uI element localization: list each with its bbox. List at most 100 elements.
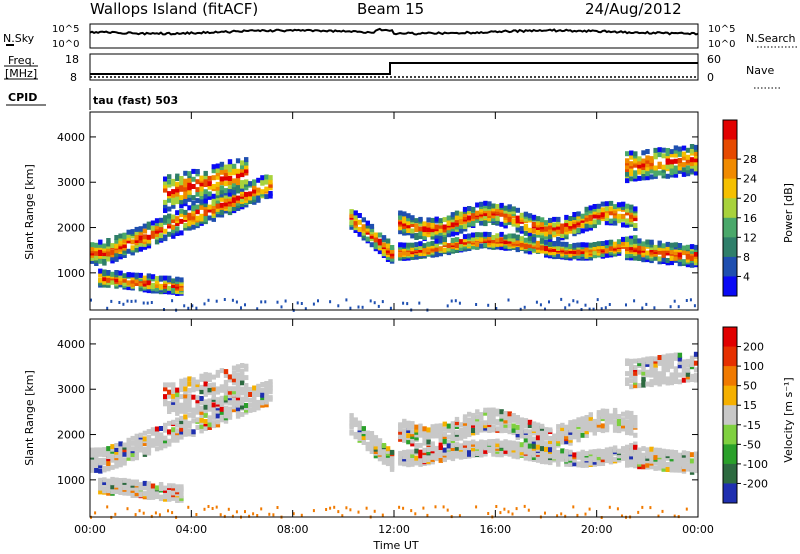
power-cell <box>548 217 553 223</box>
velocity-cell <box>385 446 391 452</box>
velocity-cell <box>268 389 273 395</box>
power-cell <box>235 206 241 211</box>
power-cell <box>163 199 168 205</box>
power-cell <box>203 214 208 220</box>
velocity-cell <box>94 447 99 453</box>
power-cell <box>187 185 192 191</box>
power-cell <box>604 206 610 212</box>
power-cell <box>446 228 452 234</box>
power-cell <box>685 244 691 250</box>
velocity-cell <box>462 440 468 446</box>
power-cell <box>235 198 241 204</box>
velocity-cell <box>410 421 415 427</box>
power-cell <box>171 178 176 184</box>
power-cell <box>163 176 168 182</box>
velocity-cell <box>621 417 626 423</box>
velocity-cell <box>661 376 666 382</box>
power-cell <box>475 232 480 238</box>
power-cell <box>645 155 650 161</box>
velocity-cell <box>110 457 115 463</box>
velocity-cell <box>479 415 484 421</box>
power-cell <box>252 194 257 200</box>
power-cell <box>693 244 699 250</box>
velocity-cell <box>223 387 229 393</box>
power-cell <box>179 277 184 283</box>
power-cell <box>616 202 622 208</box>
power-cell <box>130 233 135 239</box>
power-cell <box>227 201 233 207</box>
velocity-cell <box>572 434 577 440</box>
power-cell <box>633 223 638 228</box>
power-cell <box>126 229 131 235</box>
power-noise-cell <box>357 305 360 309</box>
power-cell <box>240 197 245 202</box>
velocity-cell <box>122 477 127 483</box>
power-cell <box>150 282 156 288</box>
power-cell <box>657 152 662 158</box>
velocity-cell <box>406 462 411 468</box>
power-cell <box>106 246 111 252</box>
velocity-cell <box>523 418 529 424</box>
power-noise-cell <box>523 305 526 309</box>
power-noise-cell <box>256 307 259 311</box>
power-cell <box>171 283 176 288</box>
velocity-cell <box>548 443 553 449</box>
velocity-cell <box>633 452 638 458</box>
velocity-cell <box>499 416 504 422</box>
power-cell <box>495 204 500 209</box>
velocity-cell <box>539 452 545 458</box>
power-cell <box>142 278 148 284</box>
velocity-cell <box>231 389 237 395</box>
velocity-cell <box>223 372 229 378</box>
power-cell <box>167 275 172 281</box>
power-cell <box>256 190 261 196</box>
power-cell <box>146 224 152 230</box>
power-cell <box>361 233 366 239</box>
velocity-cell <box>471 439 476 445</box>
power-cell <box>118 233 123 239</box>
velocity-cell <box>438 430 443 436</box>
velocity-cell <box>430 424 435 430</box>
power-cell <box>268 193 273 199</box>
power-cell <box>507 236 512 242</box>
power-cell <box>689 144 695 149</box>
velocity-cell <box>179 402 184 408</box>
velocity-cell <box>681 464 687 470</box>
power-cell <box>467 220 472 226</box>
colorbar-segment <box>723 159 737 180</box>
nave-label: Nave <box>746 64 774 77</box>
power-cell <box>560 233 565 238</box>
power-noise-cell <box>418 301 421 305</box>
freq-unit-label: [MHz] <box>5 67 37 80</box>
velocity-cell <box>629 410 634 416</box>
power-cell <box>203 177 208 183</box>
velocity-cell <box>584 451 589 456</box>
velocity-cell <box>568 435 573 441</box>
power-cell <box>641 175 646 181</box>
velocity-cell <box>410 461 415 467</box>
velocity-cell <box>629 423 634 429</box>
velocity-cell <box>207 406 212 412</box>
power-cell <box>98 242 103 248</box>
power-cell <box>450 226 456 232</box>
velocity-cell <box>369 444 375 450</box>
y-tick-label: 1000 <box>57 267 85 280</box>
power-cell <box>592 219 597 225</box>
colorbar-tick-label: -50 <box>743 438 761 451</box>
colorbar-segment <box>723 178 737 199</box>
power-cell <box>487 201 492 207</box>
power-cell <box>693 151 699 156</box>
velocity-cell <box>503 422 508 428</box>
velocity-cell <box>596 419 602 425</box>
power-cell <box>600 201 606 207</box>
velocity-cell <box>564 434 569 440</box>
velocity-cell <box>633 374 638 380</box>
power-cell <box>402 248 407 254</box>
power-cell <box>422 231 427 237</box>
velocity-cell <box>191 394 196 400</box>
power-cell <box>110 271 115 277</box>
velocity-cell <box>98 463 103 469</box>
velocity-cell <box>183 397 188 403</box>
velocity-cell <box>410 449 415 455</box>
velocity-cell <box>592 459 597 465</box>
